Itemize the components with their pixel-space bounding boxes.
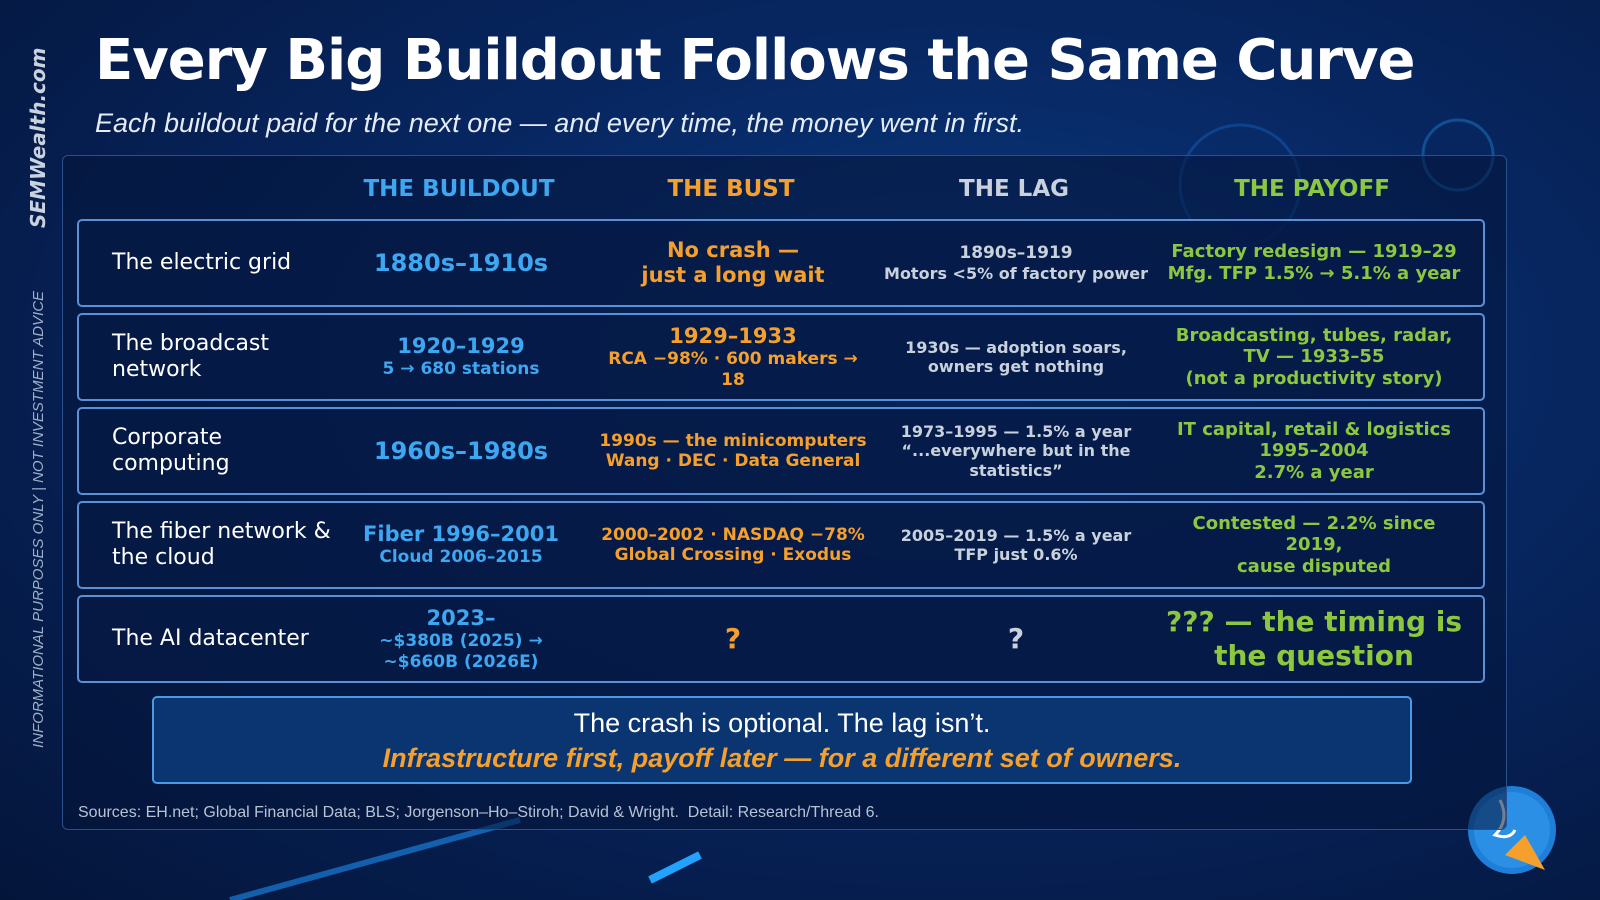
cell-line: 1929–1933: [669, 324, 797, 349]
column-header: THE PAYOFF: [1234, 176, 1390, 202]
cell-line: 5 → 680 stations: [382, 359, 540, 380]
cell-line: 1995–2004: [1259, 440, 1369, 462]
cell-line: 2005–2019 — 1.5% a year: [900, 525, 1132, 545]
disclaimer: INFORMATIONAL PURPOSES ONLY | NOT INVEST…: [30, 290, 47, 748]
cell: No crash — just a long wait: [597, 221, 869, 305]
cell-line: ??? — the timing is the question: [1165, 605, 1463, 672]
row-label: The broadcast network: [112, 330, 270, 382]
cell-line: ?: [1007, 622, 1025, 656]
cell-line: 1990s — the minicomputers: [599, 430, 867, 451]
column-header: THE LAG: [959, 176, 1069, 202]
cell-line: just a long wait: [641, 263, 825, 287]
title: Every Big Buildout Follows the Same Curv…: [95, 28, 1415, 93]
cell-line: 2000–2002 · NASDAQ −78%: [601, 524, 865, 545]
callout-line: Infrastructure first, payoff later — for…: [382, 743, 1182, 773]
cell-line: owners get nothing: [927, 357, 1105, 376]
table-row: The fiber network & the cloud Fiber 1996–…: [77, 501, 1485, 589]
row-label: The AI datacenter: [112, 625, 309, 651]
cell: Broadcasting, tubes, radar, TV — 1933–55…: [1164, 315, 1464, 399]
cell: ??? — the timing is the question: [1164, 597, 1464, 681]
cell-line: 1920–1929: [397, 334, 525, 359]
cell-line: 1960s–1980s: [373, 436, 549, 465]
cell-line: Global Crossing · Exodus: [614, 545, 852, 565]
cell-line: Factory redesign — 1919–29: [1171, 241, 1457, 263]
cell-line: ~$660B (2026E): [383, 651, 539, 672]
table-row: The AI datacenter 2023– ~$380B (2025) → ~$6…: [77, 595, 1485, 683]
cell-line: “...everywhere but in the statistics”: [901, 441, 1131, 480]
cell: 1880s–1910s: [349, 221, 573, 305]
row-label: The electric grid: [112, 249, 292, 275]
cell: 2005–2019 — 1.5% a year TFP just 0.6%: [879, 503, 1153, 587]
cell-line: 1973–1995 — 1.5% a year: [900, 422, 1132, 442]
cell-line: 1930s — adoption soars,: [905, 337, 1127, 357]
cell-line: Motors <5% of factory power: [884, 263, 1148, 283]
brand: SEMWealth.com: [26, 47, 50, 229]
cell-line: 2.7% a year: [1254, 461, 1374, 483]
cell-line: Wang · DEC · Data General: [605, 451, 861, 471]
cell-line: RCA −98% · 600 makers → 18: [608, 349, 858, 390]
sources: Sources: EH.net; Global Financial Data; …: [78, 804, 879, 821]
cell: 1920–1929 5 → 680 stations: [349, 315, 573, 399]
row-label: The fiber network & the cloud: [112, 518, 331, 570]
cell: 1930s — adoption soars, owners get nothin…: [879, 315, 1153, 399]
cell-line: Broadcasting, tubes, radar, TV — 1933–55: [1175, 324, 1453, 368]
cell-line: 1890s–1919: [959, 243, 1073, 264]
cell: ?: [879, 597, 1153, 681]
cell-line: Mfg. TFP 1.5% → 5.1% a year: [1167, 263, 1461, 284]
subtitle: Each buildout paid for the next one — an…: [95, 108, 1025, 138]
cell-line: (not a productivity story): [1185, 367, 1443, 389]
callout-line: The crash is optional. The lag isn’t.: [573, 708, 991, 738]
cell-line: 1880s–1910s: [373, 248, 549, 277]
cell-line: TFP just 0.6%: [954, 545, 1078, 564]
cell: 2000–2002 · NASDAQ −78% Global Crossing ·…: [597, 503, 869, 587]
cell-line: IT capital, retail & logistics: [1176, 418, 1451, 440]
column-header: THE BUILDOUT: [363, 176, 555, 202]
cell: ?: [597, 597, 869, 681]
cell-line: Cloud 2006–2015: [379, 547, 543, 568]
cell: Factory redesign — 1919–29 Mfg. TFP 1.5% …: [1164, 221, 1464, 305]
table-row: The broadcast network 1920–1929 5 → 680 st…: [77, 313, 1485, 401]
cell: 1890s–1919 Motors <5% of factory power: [879, 221, 1153, 305]
cell-line: ?: [724, 622, 742, 656]
table-row: Corporate computing 1960s–1980s 1990s — th…: [77, 407, 1485, 495]
cell-line: Contested — 2.2% since 2019,: [1192, 512, 1436, 556]
cell: 1973–1995 — 1.5% a year “...everywhere bu…: [879, 409, 1153, 493]
cell: 1929–1933 RCA −98% · 600 makers → 18: [597, 315, 869, 399]
cell: 1990s — the minicomputers Wang · DEC · Da…: [597, 409, 869, 493]
cell: Contested — 2.2% since 2019, cause disput…: [1164, 503, 1464, 587]
table-row: The electric grid 1880s–1910s No crash — ju…: [77, 219, 1485, 307]
cell: IT capital, retail & logistics 1995–2004 2…: [1164, 409, 1464, 493]
cell-line: No crash —: [666, 237, 800, 262]
cell-line: cause disputed: [1237, 555, 1391, 577]
cell: 2023– ~$380B (2025) → ~$660B (2026E): [349, 597, 573, 681]
cell: Fiber 1996–2001 Cloud 2006–2015: [349, 503, 573, 587]
cell: 1960s–1980s: [349, 409, 573, 493]
cell-line: Fiber 1996–2001: [363, 522, 559, 547]
row-label: Corporate computing: [112, 424, 230, 476]
cell-line: 2023–: [426, 606, 496, 631]
callout: The crash is optional. The lag isn’t. In…: [152, 696, 1412, 784]
column-header: THE BUST: [667, 176, 795, 202]
cell-line: ~$380B (2025) →: [379, 631, 543, 652]
